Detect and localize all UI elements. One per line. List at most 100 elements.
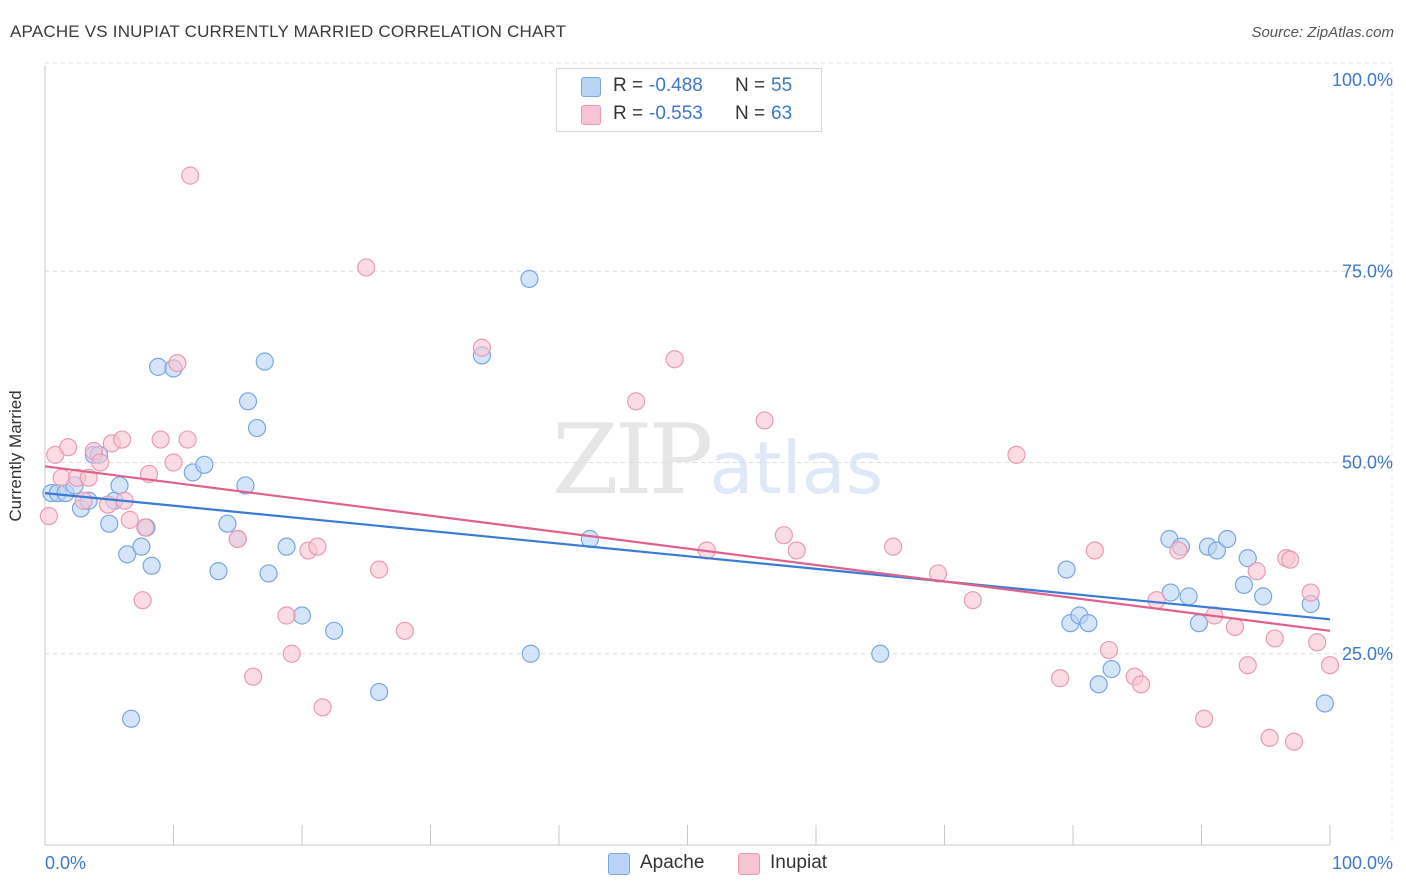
watermark: ZIPatlas: [552, 404, 883, 516]
apache-point: [121, 709, 141, 728]
inupiat-point: [1099, 640, 1119, 660]
apache-point: [1102, 659, 1121, 679]
axes: [44, 66, 1331, 846]
apache-point: [1218, 529, 1237, 549]
apache-trend-line: [44, 492, 1331, 621]
chart-title: APACHE VS INUPIAT CURRENTLY MARRIED CORR…: [10, 22, 567, 41]
apache-point: [218, 514, 237, 533]
apache-swatch: [581, 77, 601, 97]
watermark-zip: ZIP: [552, 404, 713, 516]
inupiat-point: [39, 506, 58, 526]
inupiat-point: [164, 453, 183, 472]
apache-point: [110, 476, 129, 495]
inupiat-point: [1085, 541, 1104, 560]
watermark-atlas: atlas: [709, 426, 884, 510]
apache-point: [1238, 549, 1257, 568]
inupiat-point: [472, 338, 491, 357]
inupiat-point: [1132, 675, 1151, 694]
inupiat-point: [1260, 728, 1279, 748]
inupiat-point: [626, 392, 646, 411]
apache-point: [142, 556, 161, 575]
source-label: Source: ZipAtlas.com: [1251, 24, 1394, 41]
inupiat-point: [1051, 669, 1070, 688]
apache-point: [1079, 614, 1098, 633]
inupiat-point: [168, 353, 187, 373]
apache-point: [236, 476, 255, 495]
inupiat-point: [963, 591, 982, 610]
inupiat-point: [1238, 656, 1257, 675]
inupiat-point: [52, 468, 71, 487]
apache-points: [42, 269, 1334, 728]
y-tick-label: 75.0%: [1342, 261, 1393, 281]
apache-point: [1315, 694, 1334, 713]
inupiat-point: [395, 621, 414, 640]
r-value: -0.488: [649, 75, 703, 96]
inupiat-point: [787, 541, 806, 560]
inupiat-trend-line: [44, 465, 1331, 632]
inupiat-point: [1247, 562, 1266, 581]
inupiat-point: [1265, 629, 1284, 648]
apache-point: [118, 545, 137, 564]
inupiat-point: [277, 606, 296, 625]
apache-point: [871, 644, 890, 663]
apache-point: [521, 644, 540, 663]
apache-point: [195, 455, 214, 474]
inupiat-point: [308, 537, 327, 556]
inupiat-point: [1284, 732, 1304, 751]
apache-point: [1207, 541, 1227, 560]
apache-point: [132, 537, 151, 556]
inupiat-point: [151, 430, 170, 449]
inupiat-point: [1281, 550, 1300, 569]
inupiat-point: [59, 438, 78, 457]
inupiat-points: [39, 166, 1340, 751]
apache-point: [209, 562, 228, 581]
inupiat-point: [313, 698, 332, 717]
r-value: -0.553: [649, 103, 703, 124]
inupiat-point: [282, 644, 301, 663]
inupiat-point: [1301, 583, 1320, 602]
n-label: N =: [735, 103, 766, 124]
apache-point: [1179, 587, 1198, 606]
y-tick-label: 25.0%: [1342, 644, 1393, 664]
n-label: N =: [735, 75, 766, 96]
apache-point: [247, 418, 267, 438]
inupiat-point: [91, 453, 110, 472]
inupiat-point: [665, 350, 684, 369]
trend-lines: [44, 465, 1331, 632]
n-value: 63: [771, 103, 793, 124]
stats-legend: R = -0.488 N = 55 R = -0.553 N = 63: [556, 68, 822, 132]
apache-swatch: [608, 853, 630, 875]
inupiat-point: [1308, 633, 1327, 652]
apache-point: [370, 682, 389, 702]
n-value: 55: [771, 75, 793, 96]
apache-point: [259, 564, 278, 583]
inupiat-point: [357, 258, 376, 277]
inupiat-point: [1147, 591, 1166, 610]
inupiat-point: [120, 510, 139, 529]
inupiat-point: [774, 526, 793, 545]
apache-point: [100, 514, 119, 533]
inupiat-point: [755, 411, 774, 430]
inupiat-point: [1169, 541, 1188, 560]
inupiat-point: [1320, 656, 1340, 675]
r-label: R =: [613, 103, 644, 124]
inupiat-point: [1225, 617, 1245, 637]
gridlines: [45, 62, 1393, 845]
inupiat-point: [883, 537, 903, 556]
x-tick-label: 0.0%: [45, 853, 86, 873]
inupiat-point: [178, 430, 197, 449]
r-label: R =: [613, 75, 644, 96]
inupiat-swatch: [581, 105, 601, 125]
y-tick-label: 50.0%: [1342, 453, 1393, 473]
inupiat-point: [74, 491, 93, 510]
apache-point: [1089, 675, 1108, 694]
apache-point: [1057, 560, 1076, 579]
apache-point: [1189, 614, 1209, 633]
legend-label: Apache: [640, 852, 705, 873]
apache-point: [238, 392, 258, 411]
inupiat-swatch: [738, 853, 760, 875]
inupiat-point: [133, 591, 152, 610]
inupiat-point: [370, 560, 389, 579]
inupiat-point: [136, 518, 155, 537]
